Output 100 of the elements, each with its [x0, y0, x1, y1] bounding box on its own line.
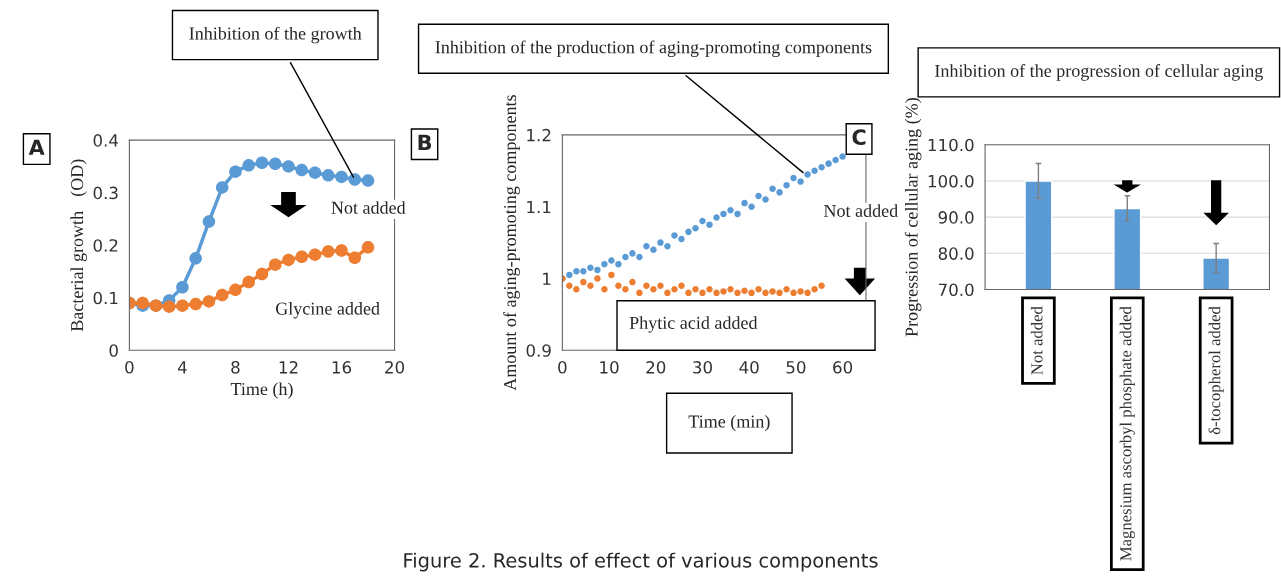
- x-tick-label: 20: [385, 361, 405, 374]
- point: [361, 174, 375, 187]
- point: [643, 242, 650, 250]
- point: [573, 286, 580, 293]
- point: [657, 239, 664, 246]
- point: [671, 286, 678, 293]
- point: [776, 189, 783, 196]
- point: [295, 163, 308, 177]
- point: [622, 253, 629, 261]
- point: [741, 287, 748, 294]
- x-tick-label: 10: [600, 361, 619, 374]
- point: [176, 280, 189, 294]
- point: [748, 289, 755, 297]
- point: [769, 185, 776, 193]
- x-tick-label: 30: [693, 361, 712, 374]
- point: [242, 159, 255, 172]
- point: [790, 174, 797, 182]
- point: [762, 289, 769, 297]
- y-tick-label: 0.3: [93, 186, 118, 200]
- point: [162, 300, 176, 313]
- point: [268, 258, 282, 271]
- y-tick-label: 1: [543, 272, 551, 285]
- point: [189, 297, 202, 311]
- y-tick-label: 110.0: [928, 138, 974, 152]
- caption: Figure 2. Results of effect of various components: [404, 552, 878, 572]
- x-tick-label: 0: [558, 361, 567, 374]
- point: [573, 268, 580, 275]
- point: [699, 289, 706, 297]
- point: [215, 181, 229, 194]
- point: [601, 260, 608, 268]
- point: [348, 173, 362, 186]
- point: [783, 286, 790, 293]
- y-axis-title: Progression of cellular aging (%): [904, 98, 922, 337]
- x-tick-label: 50: [786, 361, 806, 374]
- y-tick-label: 80.0: [938, 247, 974, 260]
- point: [629, 250, 636, 257]
- text: A: [28, 139, 45, 155]
- point: [176, 299, 189, 312]
- point: [308, 166, 322, 179]
- point: [804, 171, 811, 178]
- point: [832, 156, 839, 164]
- point: [685, 289, 692, 297]
- point: [755, 286, 762, 293]
- point: [769, 288, 776, 295]
- point: [587, 282, 594, 289]
- point: [825, 160, 832, 167]
- point: [678, 235, 685, 243]
- x-tick-label: δ-tocopherol added: [1208, 306, 1224, 435]
- point: [720, 288, 727, 295]
- y-tick-label: 0.9: [526, 344, 551, 357]
- point: [755, 192, 762, 200]
- point: [361, 241, 375, 254]
- point: [727, 207, 734, 214]
- point: [664, 289, 671, 297]
- point: [202, 295, 216, 308]
- point: [811, 286, 818, 293]
- point: [335, 244, 348, 257]
- point: [587, 264, 594, 271]
- point: [664, 242, 671, 250]
- annotation: Inhibition of the production of aging-promoting components: [435, 40, 872, 58]
- point: [322, 245, 335, 258]
- point: [741, 199, 748, 207]
- point: [566, 282, 573, 289]
- point: [636, 253, 643, 261]
- point: [783, 181, 790, 189]
- point: [762, 196, 769, 203]
- text: Inhibition of the progression of cellular aging: [935, 64, 1263, 81]
- y-tick-label: 1.2: [527, 128, 551, 142]
- point: [622, 286, 629, 293]
- point: [797, 288, 804, 295]
- point: [657, 282, 664, 289]
- y-tick-label: 70.0: [938, 283, 974, 297]
- point: [650, 286, 657, 293]
- point: [189, 252, 202, 265]
- point: [295, 250, 308, 264]
- point: [797, 178, 804, 185]
- x-tick-label: 12: [279, 361, 298, 374]
- point: [594, 275, 601, 282]
- y-tick-label: 0: [109, 344, 118, 357]
- x-tick-label: 16: [332, 361, 352, 374]
- point: [308, 248, 322, 261]
- point: [348, 251, 362, 265]
- point: [713, 214, 720, 221]
- point: [678, 282, 685, 289]
- point: [706, 286, 713, 293]
- series-label: Glycine added: [275, 302, 380, 319]
- y-tick-label: 0.4: [93, 134, 119, 147]
- point: [615, 260, 622, 268]
- x-axis-title: Time (min): [688, 414, 770, 432]
- point: [608, 271, 615, 279]
- y-tick-label: 0.1: [93, 291, 118, 305]
- point: [580, 268, 587, 275]
- point: [282, 160, 295, 173]
- x-tick-label: 60: [833, 361, 853, 374]
- series-label: Phytic acid added: [629, 316, 758, 333]
- point: [692, 224, 699, 232]
- point: [282, 253, 295, 267]
- x-axis-title: Time (h): [230, 382, 293, 399]
- y-tick-label: 0.2: [93, 239, 118, 252]
- point: [255, 156, 269, 169]
